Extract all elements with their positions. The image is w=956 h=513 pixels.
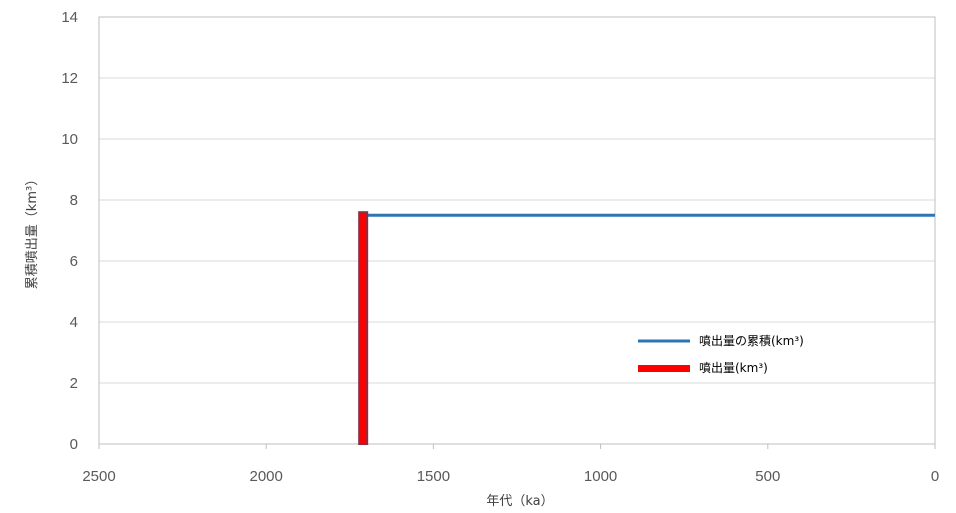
x-tick-label: 2000 (250, 468, 283, 485)
y-tick-label: 10 (61, 131, 78, 148)
legend-label-cumulative: 噴出量の累積(km³) (699, 333, 804, 348)
x-tick-label: 500 (755, 468, 780, 485)
y-tick-label: 8 (70, 192, 78, 209)
y-axis-label: 累積噴出量（km³） (25, 173, 40, 289)
y-tick-label: 6 (70, 253, 78, 270)
y-tick-label: 14 (61, 9, 78, 26)
legend-swatch-volume (638, 365, 690, 372)
y-axis-ticks: 0 2 4 6 8 10 12 14 (61, 9, 78, 453)
gridlines (98, 16, 936, 449)
legend: 噴出量の累積(km³) 噴出量(km³) (638, 333, 804, 375)
legend-label-volume: 噴出量(km³) (699, 361, 768, 375)
plot-area-frame (98, 16, 936, 445)
x-tick-label: 1000 (584, 468, 617, 485)
x-axis-ticks: 2500 2000 1500 1000 500 0 (82, 468, 939, 485)
y-tick-label: 2 (70, 375, 78, 392)
y-tick-label: 4 (70, 314, 78, 331)
y-tick-label: 12 (61, 70, 78, 87)
x-tick-label: 1500 (417, 468, 450, 485)
x-tick-label: 2500 (82, 468, 115, 485)
x-tick-label: 0 (931, 468, 939, 485)
y-tick-label: 0 (70, 436, 78, 453)
x-axis-label: 年代（ka） (486, 494, 553, 509)
data-marks (358, 211, 935, 445)
volume-bar (358, 211, 369, 445)
